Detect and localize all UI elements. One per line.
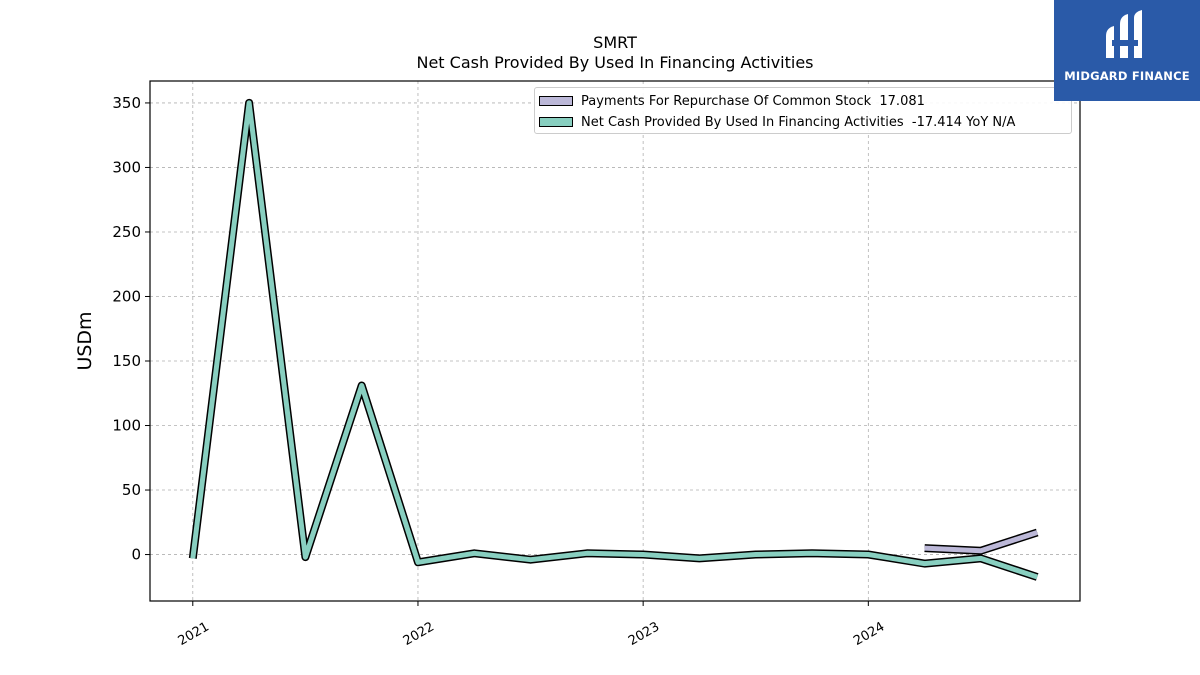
legend-label-repurchase: Payments For Repurchase Of Common Stock [581, 93, 872, 109]
logo-mark-icon [1106, 10, 1142, 58]
legend-value-financing: -17.414 YoY N/A [911, 114, 1016, 130]
chart-subtitle: Net Cash Provided By Used In Financing A… [416, 53, 814, 72]
series-line-repurchase [924, 530, 1038, 554]
y-tick-label: 50 [122, 481, 141, 499]
y-tick-label: 300 [112, 158, 141, 176]
x-tick-label: 2022 [401, 619, 437, 649]
legend-swatch-financing [539, 117, 573, 127]
x-axis: 2021 2022 2023 2024 [176, 601, 887, 649]
midgard-finance-logo: MIDGARD FINANCE [1054, 0, 1200, 101]
x-tick-label: 2024 [851, 619, 887, 649]
y-tick-label: 250 [112, 223, 141, 241]
chart-title: SMRT [593, 33, 637, 52]
series-layer [188, 98, 1039, 581]
series-line-outline-financing [188, 98, 1039, 581]
x-tick-label: 2021 [176, 619, 212, 649]
y-axis: 0 50 100 150 200 250 300 350 [112, 94, 150, 564]
legend: Payments For Repurchase Of Common Stock … [534, 87, 1072, 134]
legend-item-financing: Net Cash Provided By Used In Financing A… [539, 112, 1015, 132]
y-tick-label: 350 [112, 94, 141, 112]
logo-text: MIDGARD FINANCE [1064, 69, 1190, 83]
y-tick-label: 0 [131, 546, 141, 564]
y-tick-label: 200 [112, 287, 141, 305]
legend-item-repurchase: Payments For Repurchase Of Common Stock … [539, 91, 925, 111]
y-axis-label: USDm [74, 311, 96, 370]
legend-label-financing: Net Cash Provided By Used In Financing A… [581, 114, 904, 130]
y-tick-label: 100 [112, 417, 141, 435]
plot-frame [149, 80, 1081, 602]
legend-value-repurchase: 17.081 [879, 93, 925, 109]
legend-swatch-repurchase [539, 96, 573, 106]
grid-lines [150, 81, 1080, 601]
y-tick-label: 150 [112, 352, 141, 370]
x-tick-label: 2023 [626, 619, 662, 649]
series-line-financing [190, 100, 1038, 580]
